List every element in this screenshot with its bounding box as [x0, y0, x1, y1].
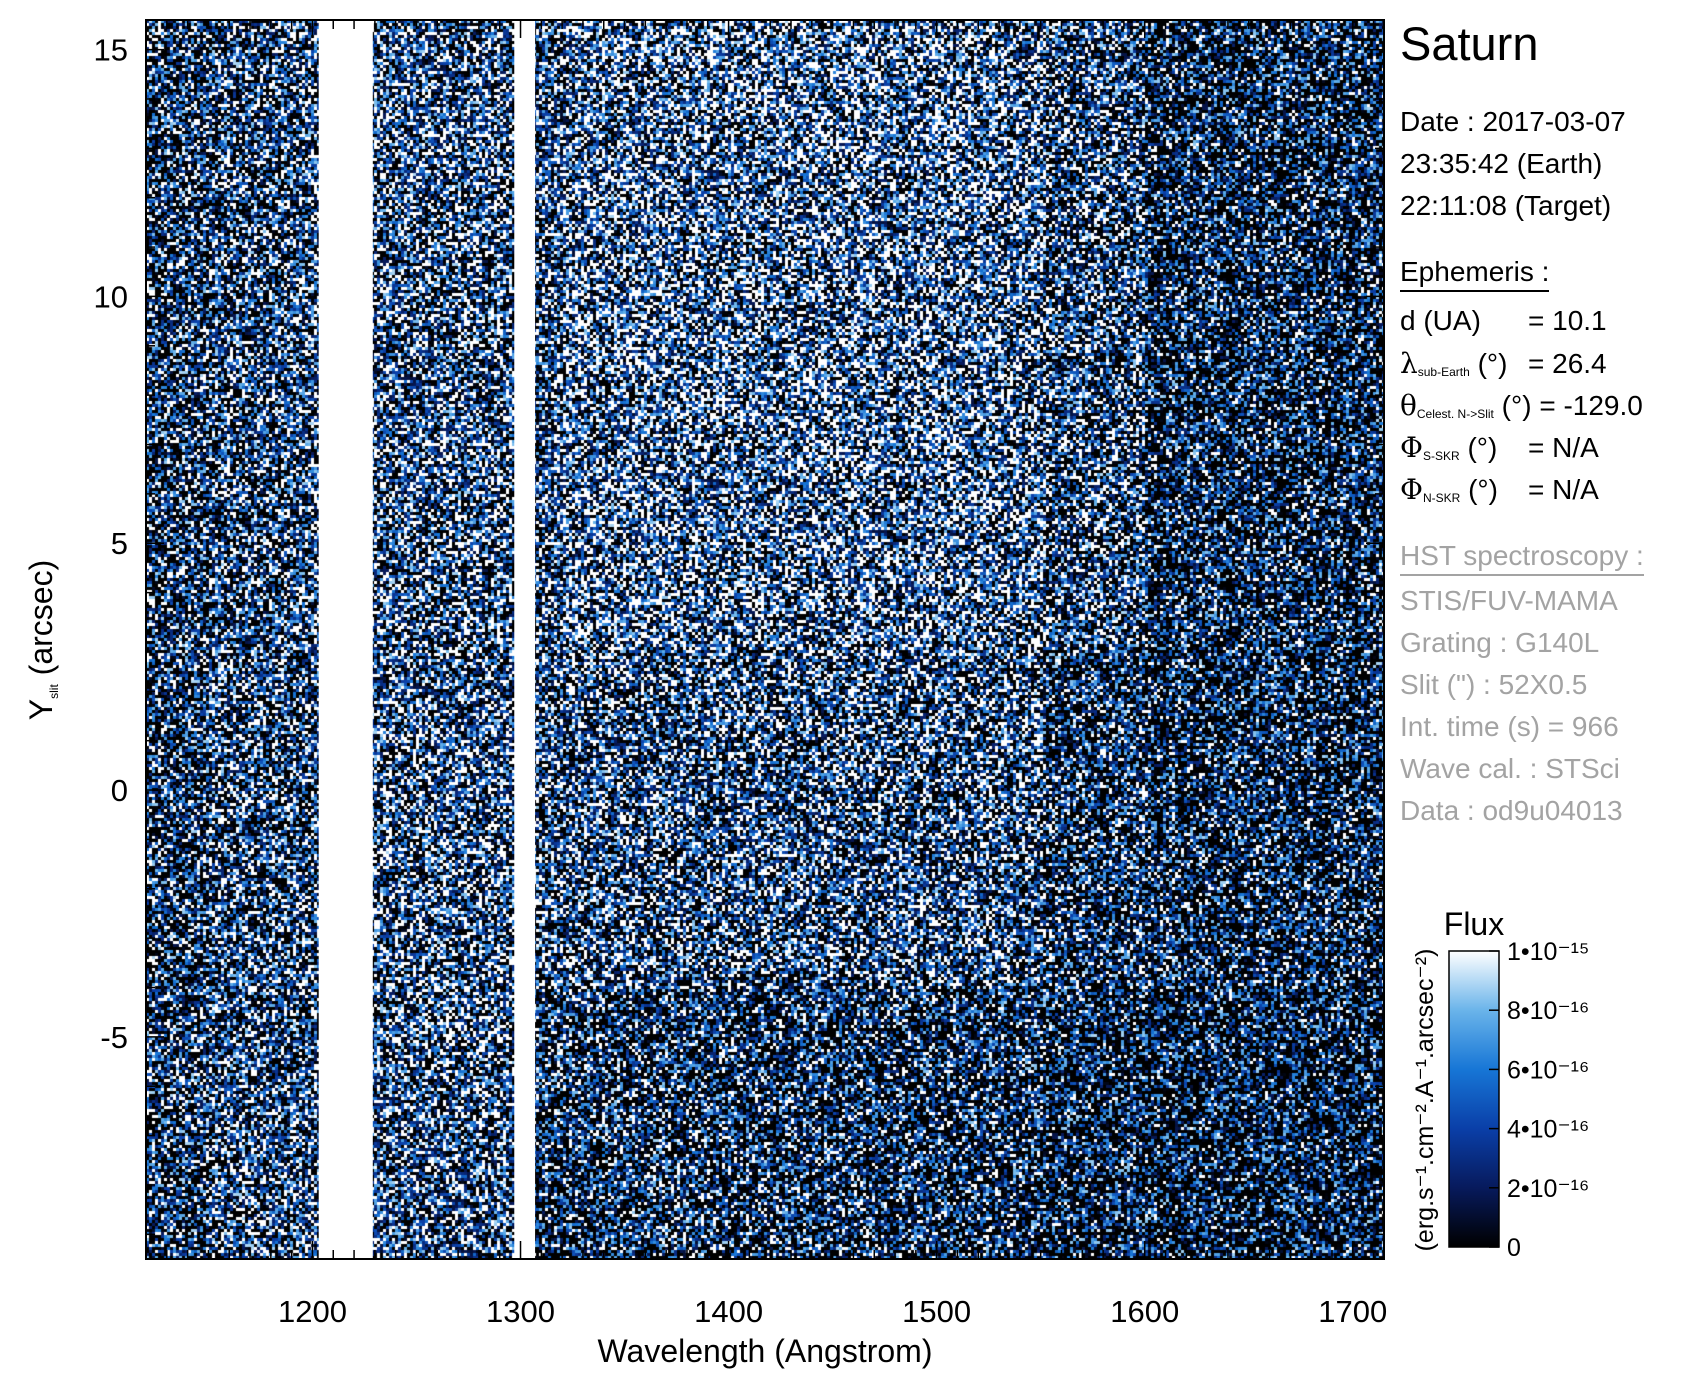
colorbar-tick-label: 2•10⁻¹⁶	[1507, 1175, 1589, 1203]
y-axis-title: Yslit (arcsec)	[23, 560, 61, 720]
plot-frame	[145, 19, 1385, 1260]
colorbar-tick-label: 1•10⁻¹⁵	[1507, 938, 1589, 966]
slit-line: Slit (") : 52X0.5	[1400, 669, 1588, 700]
distance-row: d (UA) = 10.1	[1400, 305, 1607, 336]
y-tick-label: 10	[94, 279, 128, 314]
target-title: Saturn	[1400, 17, 1539, 70]
grating-line: Grating : G140L	[1400, 627, 1600, 658]
ephemeris-header: Ephemeris :	[1400, 256, 1550, 292]
x-tick-label: 1500	[902, 1294, 971, 1329]
colorbar	[1448, 950, 1500, 1248]
phi-n-row: ΦN-SKR (°) = N/A	[1400, 473, 1599, 506]
colorbar-tick-label: 0	[1507, 1234, 1521, 1262]
x-tick-label: 1200	[278, 1294, 347, 1329]
theta-row: θCelest. N->Slit (°) = -129.0	[1400, 389, 1643, 422]
x-tick-label: 1400	[694, 1294, 763, 1329]
wave-cal-line: Wave cal. : STSci	[1400, 753, 1620, 784]
y-tick-label: -5	[100, 1020, 128, 1055]
data-id-line: Data : od9u04013	[1400, 795, 1623, 826]
y-axis-title-sub: slit	[47, 684, 61, 699]
time-earth-line: 23:35:42 (Earth)	[1400, 148, 1603, 179]
y-tick-label: 0	[111, 773, 128, 808]
x-axis-title: Wavelength (Angstrom)	[598, 1333, 933, 1369]
time-target-line: 22:11:08 (Target)	[1400, 190, 1612, 221]
hst-header: HST spectroscopy :	[1400, 540, 1644, 576]
colorbar-tick-label: 4•10⁻¹⁶	[1507, 1116, 1589, 1144]
colorbar-title: Flux	[1444, 906, 1504, 942]
saturated-band	[318, 20, 373, 1259]
int-time-line: Int. time (s) = 966	[1400, 711, 1619, 742]
y-tick-label: 5	[111, 526, 128, 561]
colorbar-tick-label: 6•10⁻¹⁶	[1507, 1056, 1589, 1084]
instrument-line: STIS/FUV-MAMA	[1400, 585, 1618, 616]
y-axis-title-main: Y	[23, 699, 59, 720]
colorbar-unit-label: (erg.s⁻¹.cm⁻².A⁻¹.arcsec⁻²)	[1411, 949, 1439, 1252]
x-tick-label: 1600	[1110, 1294, 1179, 1329]
lambda-row: λsub-Earth (°) = 26.4	[1400, 347, 1607, 380]
saturated-band	[514, 20, 536, 1259]
date-line: Date : 2017-03-07	[1400, 106, 1626, 137]
x-tick-label: 1300	[486, 1294, 555, 1329]
y-axis-title-unit: (arcsec)	[23, 560, 59, 676]
phi-s-row: ΦS-SKR (°) = N/A	[1400, 431, 1599, 464]
colorbar-tick-label: 8•10⁻¹⁶	[1507, 997, 1589, 1025]
x-tick-label: 1700	[1318, 1294, 1387, 1329]
y-tick-label: 15	[94, 33, 128, 68]
svg-text:Yslit (arcsec): Yslit (arcsec)	[23, 560, 61, 720]
